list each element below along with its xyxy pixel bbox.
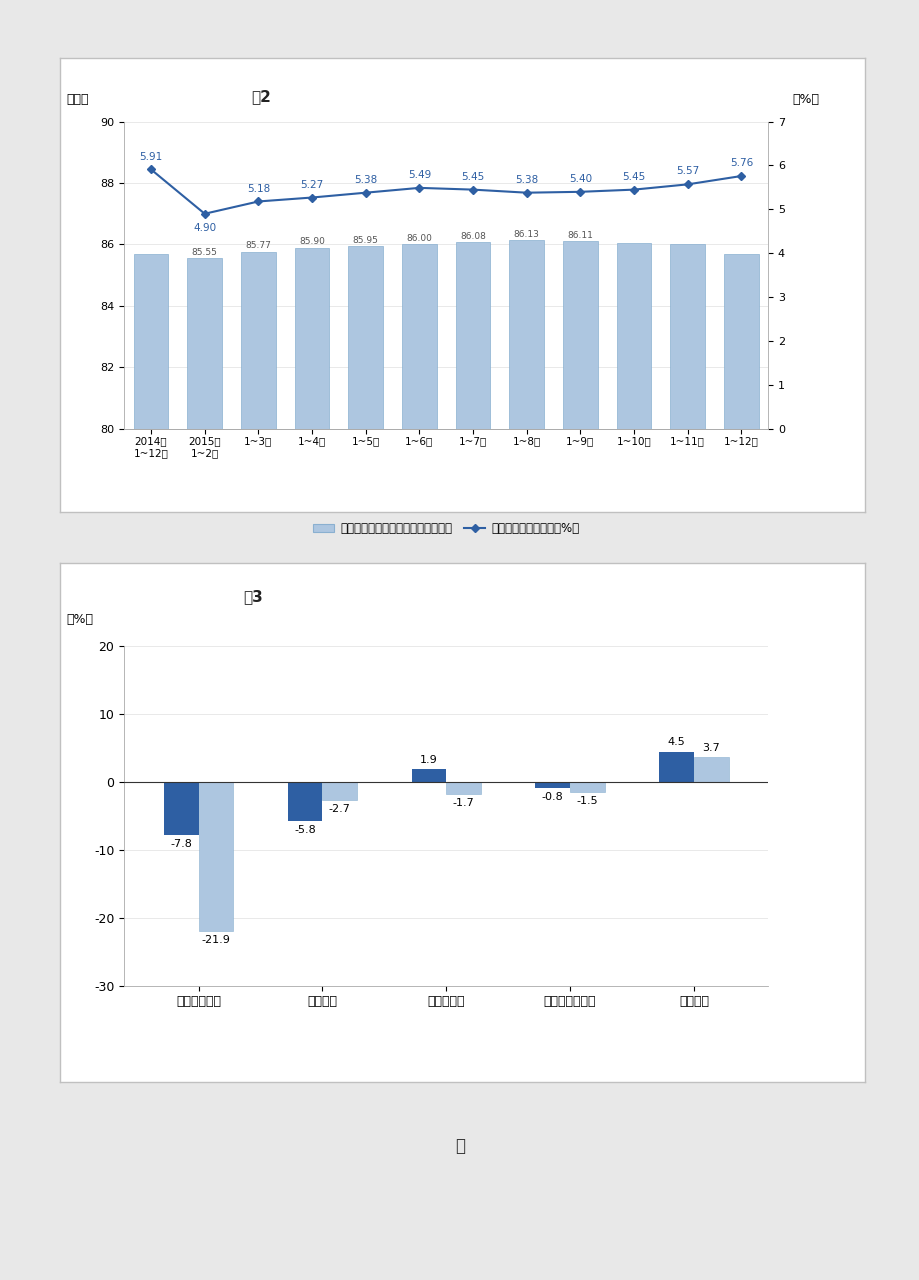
Text: -21.9: -21.9 <box>201 934 230 945</box>
Bar <box>402 244 437 1280</box>
Text: 5.91: 5.91 <box>140 151 163 161</box>
Text: 5.49: 5.49 <box>407 170 430 180</box>
Bar <box>455 242 490 1280</box>
Text: （%）: （%） <box>792 93 819 106</box>
Bar <box>570 782 604 792</box>
Text: 5.45: 5.45 <box>461 172 484 182</box>
Text: 4.5: 4.5 <box>667 737 685 748</box>
Bar <box>659 751 693 782</box>
Text: 5.27: 5.27 <box>301 179 323 189</box>
Text: 85.95: 85.95 <box>352 236 379 244</box>
Text: 5.76: 5.76 <box>729 159 752 168</box>
Bar <box>199 782 233 931</box>
Bar <box>322 782 357 800</box>
Text: 3.7: 3.7 <box>701 742 720 753</box>
Bar <box>723 255 758 1280</box>
Text: 1.9: 1.9 <box>420 755 437 765</box>
Text: 86.11: 86.11 <box>567 230 593 239</box>
Text: 5.18: 5.18 <box>246 183 269 193</box>
Text: -1.5: -1.5 <box>576 796 597 806</box>
Text: -2.7: -2.7 <box>328 804 350 814</box>
Bar <box>294 247 329 1280</box>
Bar <box>535 782 570 787</box>
Bar <box>348 246 382 1280</box>
Bar <box>509 241 543 1280</box>
Text: 85.77: 85.77 <box>245 242 271 251</box>
Text: -7.8: -7.8 <box>170 840 192 849</box>
Legend: 每百元主营业务收入中的成本（元）, 主营业务收入利润率（%）: 每百元主营业务收入中的成本（元）, 主营业务收入利润率（%） <box>308 517 584 540</box>
Text: -5.8: -5.8 <box>294 826 315 836</box>
Bar <box>446 782 481 794</box>
Text: 图3: 图3 <box>243 589 263 604</box>
Bar <box>164 782 199 835</box>
Bar <box>670 244 704 1280</box>
Text: 86.13: 86.13 <box>513 230 539 239</box>
Text: 5.45: 5.45 <box>622 172 645 182</box>
Text: 86.08: 86.08 <box>460 232 485 241</box>
Text: -1.7: -1.7 <box>452 797 474 808</box>
Bar <box>133 255 168 1280</box>
Text: 表: 表 <box>455 1137 464 1155</box>
Bar <box>693 756 728 782</box>
Text: 5.38: 5.38 <box>515 175 538 184</box>
Bar <box>241 252 276 1280</box>
Bar <box>187 259 221 1280</box>
Text: 5.38: 5.38 <box>354 175 377 184</box>
Text: 86.00: 86.00 <box>406 234 432 243</box>
Bar <box>616 243 651 1280</box>
Text: （元）: （元） <box>66 93 88 106</box>
Text: （%）: （%） <box>66 613 93 626</box>
Text: 85.55: 85.55 <box>191 248 218 257</box>
Text: 4.90: 4.90 <box>193 223 216 233</box>
Text: 5.57: 5.57 <box>675 166 698 177</box>
Text: 图2: 图2 <box>251 90 271 105</box>
Text: 5.40: 5.40 <box>568 174 591 184</box>
Bar <box>288 782 322 822</box>
Text: -0.8: -0.8 <box>541 791 563 801</box>
Bar <box>562 241 597 1280</box>
Bar <box>411 769 446 782</box>
Text: 85.90: 85.90 <box>299 237 324 246</box>
